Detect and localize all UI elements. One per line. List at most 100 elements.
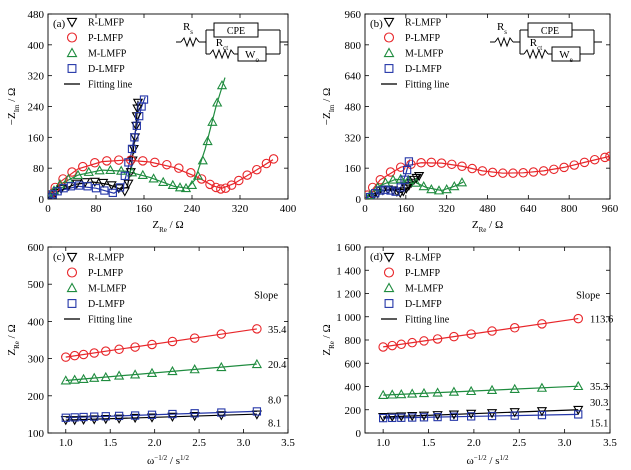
x-axis-label: ω−1/2 / s1/2 (147, 454, 189, 467)
data-point-m-lmfp (60, 375, 71, 385)
data-point-r-lmfp (387, 412, 398, 422)
data-point-m-lmfp (418, 180, 429, 191)
data-point-p-lmfp (61, 352, 71, 362)
fitting-line-p-lmfp (48, 159, 274, 199)
data-point-d-lmfp (217, 408, 226, 417)
slope-value: 15.1 (590, 418, 608, 429)
data-point-r-lmfp (448, 410, 460, 420)
y-tick-label: 400 (28, 40, 45, 52)
data-point-p-lmfp (579, 157, 590, 168)
y-axis-label: −ZIm / Ω (321, 88, 336, 125)
legend-label: D-LMFP (405, 64, 442, 75)
legend-marker-r-lmfp (66, 17, 78, 28)
legend-label: R-LMFP (88, 18, 125, 29)
data-point-m-lmfp (387, 174, 399, 184)
legend: R-LMFP P-LMFP M-LMFP D-LMFP Fitting line (64, 253, 133, 326)
data-point-m-lmfp (433, 185, 445, 195)
data-point-p-lmfp (268, 154, 279, 164)
y-axis-label: −ZIm / Ω (6, 88, 21, 125)
data-point-d-lmfp (91, 184, 101, 193)
data-point-r-lmfp (69, 416, 80, 426)
y-tick-label: 1 600 (336, 242, 361, 254)
data-point-p-lmfp (508, 168, 518, 178)
data-point-p-lmfp (89, 348, 99, 358)
data-point-m-lmfp (148, 173, 159, 183)
panel-label: (b) (370, 18, 383, 30)
data-point-p-lmfp (261, 158, 272, 169)
data-point-m-lmfp (418, 387, 430, 398)
resistor-rs-label: Rs (183, 21, 193, 36)
y-tick-label: 80 (33, 163, 45, 175)
x-tick-label: 2.5 (192, 437, 206, 449)
data-point-p-lmfp (528, 167, 539, 177)
data-point-d-lmfp (79, 412, 88, 422)
panel-a: 0 80 160 240 320 400 0 80 160 240 320 400 480 ZRe / Ω… (6, 9, 297, 234)
x-tick-label: 2.0 (467, 437, 481, 449)
x-tick-label: 800 (561, 203, 578, 215)
data-point-d-lmfp (70, 413, 79, 422)
y-tick-label: 0 (356, 428, 362, 440)
data-point-r-lmfp (378, 413, 389, 423)
x-tick-label: 80 (91, 203, 103, 215)
data-point-d-lmfp (168, 409, 177, 419)
data-point-p-lmfp (498, 168, 508, 178)
legend-label: P-LMFP (405, 33, 440, 44)
data-point-p-lmfp (432, 334, 443, 344)
data-point-r-lmfp (432, 411, 443, 421)
data-point-d-lmfp (83, 182, 92, 191)
data-point-d-lmfp (90, 412, 99, 421)
data-point-m-lmfp (441, 184, 452, 194)
data-point-r-lmfp (146, 413, 158, 423)
resistor-rct-label: Rct (216, 37, 228, 52)
legend: R-LMFP P-LMFP M-LMFP D-LMFP Fitting line (381, 253, 450, 326)
legend-label: D-LMFP (405, 299, 442, 310)
plot-frame (47, 13, 289, 200)
data-point-p-lmfp (559, 162, 569, 173)
data-point-p-lmfp (538, 166, 549, 176)
x-tick-label: 1.0 (59, 437, 73, 449)
data-point-p-lmfp (573, 313, 583, 324)
data-point-p-lmfp (518, 168, 528, 178)
fitting-line-m-lmfp (383, 385, 579, 396)
data-point-m-lmfp (573, 380, 584, 391)
data-point-p-lmfp (186, 168, 196, 178)
legend-marker-r-lmfp (66, 252, 78, 263)
data-point-m-lmfp (186, 179, 198, 190)
plot-area (365, 151, 610, 199)
data-point-m-lmfp (78, 373, 89, 383)
y-tick-label: 200 (345, 405, 362, 417)
resistor-rct-label: Rct (530, 37, 542, 52)
data-point-d-lmfp (190, 409, 199, 418)
data-point-p-lmfp (537, 319, 547, 329)
data-point-m-lmfp (94, 165, 105, 175)
legend-label: Fitting line (405, 315, 450, 326)
legend-marker-m-lmfp (66, 47, 78, 58)
x-tick-label: 0 (362, 203, 368, 215)
data-point-p-lmfp (466, 329, 476, 339)
legend-marker-p-lmfp (383, 32, 395, 43)
data-point-d-lmfp (115, 183, 125, 192)
legend-label: Fitting line (88, 315, 133, 326)
data-point-m-lmfp (251, 358, 263, 369)
y-tick-label: 480 (28, 9, 45, 21)
data-point-p-lmfp (477, 166, 488, 176)
legend-label: Fitting line (88, 80, 133, 91)
plot-area (60, 324, 263, 426)
data-point-d-lmfp (120, 171, 129, 181)
data-point-m-lmfp (129, 369, 141, 379)
data-point-r-lmfp (189, 411, 200, 422)
data-point-p-lmfp (234, 175, 244, 186)
data-point-m-lmfp (100, 371, 111, 382)
data-point-d-lmfp (124, 158, 133, 167)
resistor-rs (180, 36, 200, 48)
legend-marker-p-lmfp (383, 267, 395, 278)
data-point-m-lmfp (146, 367, 158, 378)
y-tick-label: 320 (345, 132, 362, 144)
data-point-p-lmfp (69, 350, 80, 361)
data-point-m-lmfp (387, 389, 398, 399)
y-tick-label: 320 (28, 71, 45, 83)
data-point-p-lmfp (216, 329, 227, 339)
legend-marker-m-lmfp (66, 282, 78, 293)
legend-label: P-LMFP (88, 268, 123, 279)
